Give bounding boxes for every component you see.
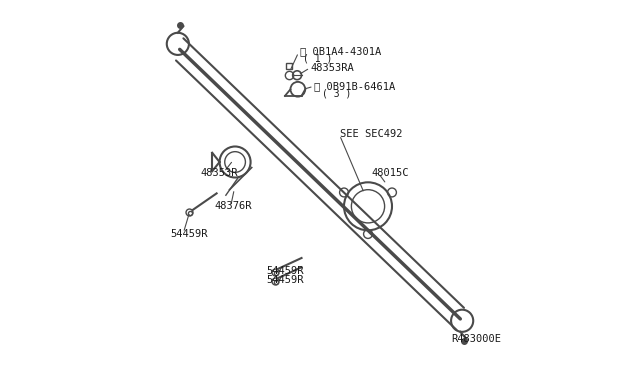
- Text: Ⓡ 0B1A4-4301A: Ⓡ 0B1A4-4301A: [300, 46, 381, 56]
- Text: 48353R: 48353R: [200, 168, 237, 178]
- Text: 54459R: 54459R: [266, 275, 304, 285]
- Text: Ⓝ 0B91B-6461A: Ⓝ 0B91B-6461A: [314, 81, 396, 91]
- Text: 54459R: 54459R: [266, 266, 304, 276]
- Text: 48015C: 48015C: [372, 168, 409, 178]
- Text: SEE SEC492: SEE SEC492: [340, 129, 403, 139]
- Text: 48353RA: 48353RA: [311, 63, 355, 73]
- Text: 48376R: 48376R: [215, 201, 252, 211]
- Text: R483000E: R483000E: [451, 334, 501, 344]
- Text: ( 1 ): ( 1 ): [303, 54, 333, 64]
- Text: ( 3 ): ( 3 ): [322, 89, 351, 99]
- Text: 54459R: 54459R: [170, 229, 208, 239]
